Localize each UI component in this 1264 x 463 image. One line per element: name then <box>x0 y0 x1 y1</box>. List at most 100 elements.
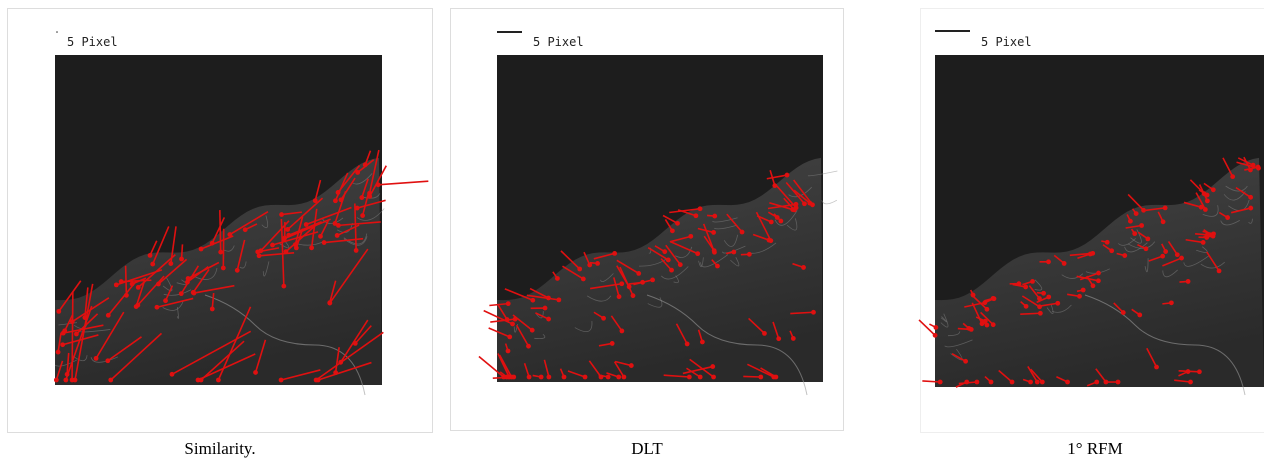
gcp-point <box>1169 300 1174 305</box>
gcp-point <box>562 375 567 380</box>
gcp-point <box>1207 233 1212 238</box>
gcp-point <box>711 230 716 235</box>
gcp-point <box>698 375 703 380</box>
gcp-point <box>243 227 248 232</box>
gcp-point <box>1248 168 1253 173</box>
gcp-point <box>136 285 141 290</box>
gcp-point <box>60 342 65 347</box>
gcp-point <box>619 329 624 334</box>
gcp-point <box>991 322 996 327</box>
gcp-point <box>599 375 604 380</box>
gcp-point <box>963 359 968 364</box>
gcp-point <box>106 313 111 318</box>
gcp-point <box>216 378 221 383</box>
error-vector <box>220 210 221 252</box>
gcp-point <box>711 375 716 380</box>
gcp-point <box>1103 380 1108 385</box>
gcp-point <box>710 364 715 369</box>
gcp-point <box>327 301 332 306</box>
gcp-point <box>54 378 59 383</box>
gcp-point <box>336 190 341 195</box>
gcp-point <box>794 202 799 207</box>
gcp-point <box>105 358 110 363</box>
gcp-point <box>257 253 262 258</box>
gcp-point <box>1141 208 1146 213</box>
gcp-point <box>966 326 971 331</box>
gcp-point <box>610 341 615 346</box>
gcp-point <box>316 378 321 383</box>
gcp-point <box>1046 259 1051 264</box>
gcp-point <box>1154 365 1159 370</box>
caption: Similarity. <box>184 439 255 458</box>
gcp-point <box>666 258 671 263</box>
gcp-point <box>595 261 600 266</box>
gcp-point <box>675 221 680 226</box>
gcp-point <box>1128 219 1133 224</box>
gcp-point <box>740 230 745 235</box>
satellite-image <box>919 55 1264 395</box>
gcp-point <box>975 380 980 385</box>
gcp-point <box>1248 195 1253 200</box>
gcp-point <box>933 325 938 330</box>
gcp-point <box>1046 295 1051 300</box>
gcp-point <box>367 191 372 196</box>
gcp-point <box>1035 380 1040 385</box>
gcp-point <box>1139 223 1144 228</box>
gcp-point <box>985 307 990 312</box>
error-vector <box>126 266 127 296</box>
gcp-point <box>507 335 512 340</box>
gcp-point <box>196 378 201 383</box>
gcp-point <box>694 213 699 218</box>
gcp-point <box>1137 313 1142 318</box>
gcp-point <box>313 198 318 203</box>
gcp-point <box>1109 248 1114 253</box>
gcp-point <box>587 263 592 268</box>
gcp-point <box>510 322 515 327</box>
gcp-point <box>1203 207 1208 212</box>
gcp-point <box>1134 211 1139 216</box>
gcp-point <box>695 251 700 256</box>
gcp-point <box>1211 187 1216 192</box>
gcp-point <box>333 221 338 226</box>
gcp-point <box>1088 252 1093 257</box>
gcp-point <box>333 198 338 203</box>
gcp-point <box>685 342 690 347</box>
gcp-point <box>530 298 535 303</box>
gcp-point <box>1121 310 1126 315</box>
gcp-point <box>546 317 551 322</box>
gcp-point <box>662 249 667 254</box>
gcp-point <box>688 234 693 239</box>
gcp-point <box>1030 279 1035 284</box>
gcp-point <box>284 249 289 254</box>
gcp-point <box>1040 380 1045 385</box>
gcp-point <box>556 297 561 302</box>
gcp-point <box>338 360 343 365</box>
gcp-point <box>669 268 674 273</box>
gcp-point <box>1199 205 1204 210</box>
gcp-point <box>1096 271 1101 276</box>
gcp-point <box>192 291 197 296</box>
gcp-point <box>546 375 551 380</box>
gcp-point <box>581 277 586 282</box>
gcp-point <box>1197 369 1202 374</box>
gcp-point <box>785 173 790 178</box>
error-vector <box>922 381 940 382</box>
gcp-point <box>62 328 67 333</box>
gcp-point <box>210 307 215 312</box>
gcp-point <box>606 375 611 380</box>
gcp-point <box>577 267 582 272</box>
gcp-point <box>555 276 560 281</box>
gcp-point <box>163 298 168 303</box>
gcp-point <box>294 245 299 250</box>
gcp-point <box>530 328 535 333</box>
gcp-point <box>980 321 985 326</box>
gcp-point <box>63 378 68 383</box>
gcp-point <box>629 363 634 368</box>
gcp-point <box>617 294 622 299</box>
gcp-point <box>279 212 284 217</box>
gcp-point <box>1091 283 1096 288</box>
gcp-point <box>360 213 365 218</box>
gcp-point <box>56 350 61 355</box>
gcp-point <box>769 220 774 225</box>
gcp-point <box>1010 380 1015 385</box>
